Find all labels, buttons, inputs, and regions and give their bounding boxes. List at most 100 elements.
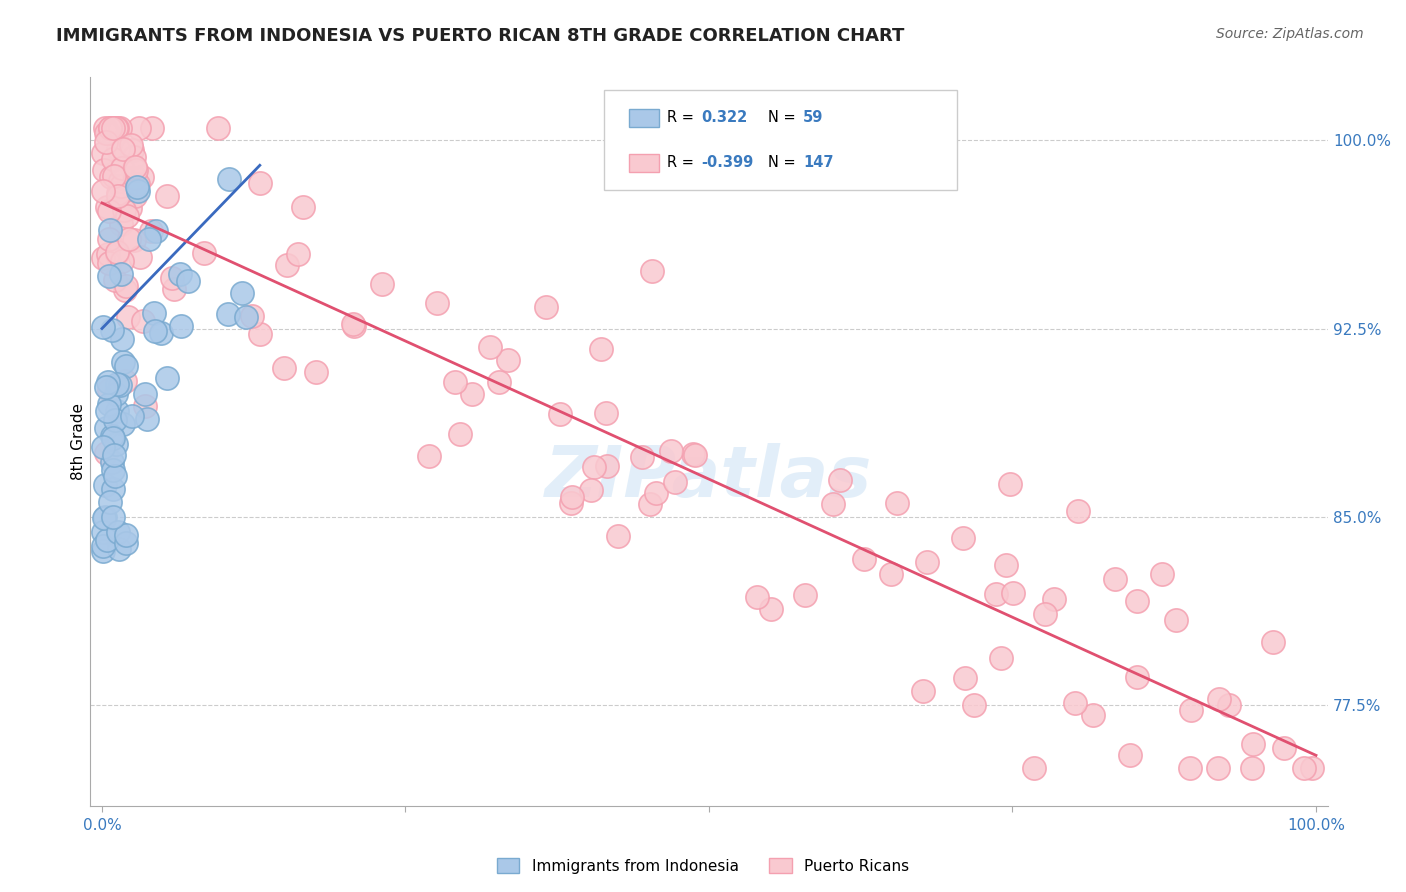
Point <box>98 223 121 237</box>
Point <box>550 407 572 421</box>
Point <box>1241 761 1264 775</box>
Point <box>638 497 661 511</box>
Point <box>830 474 852 488</box>
Point <box>105 120 128 135</box>
Text: N =: N = <box>769 111 800 126</box>
Point <box>141 120 163 135</box>
Point <box>104 413 127 427</box>
Point <box>117 310 139 325</box>
Point <box>127 177 149 191</box>
Point <box>104 273 127 287</box>
Point <box>461 387 484 401</box>
Point <box>291 200 314 214</box>
Point <box>217 307 239 321</box>
Point <box>1180 703 1202 717</box>
Point <box>595 406 617 420</box>
Point <box>129 250 152 264</box>
Point <box>94 380 117 394</box>
Point <box>287 247 309 261</box>
Point <box>100 120 122 135</box>
Text: 0.0%: 0.0% <box>83 818 121 833</box>
Point <box>607 529 630 543</box>
Point <box>97 383 120 397</box>
Legend: Immigrants from Indonesia, Puerto Ricans: Immigrants from Indonesia, Puerto Ricans <box>491 852 915 880</box>
Point <box>112 202 135 217</box>
Point <box>110 179 132 194</box>
Point <box>96 533 118 547</box>
Point <box>249 176 271 190</box>
Point <box>1301 761 1323 775</box>
Point <box>118 232 141 246</box>
Point <box>496 353 519 368</box>
Point <box>150 326 173 340</box>
Point <box>1126 670 1149 684</box>
Point <box>156 189 179 203</box>
Point <box>103 483 125 497</box>
Point <box>118 201 141 215</box>
Point <box>94 445 117 459</box>
Point <box>103 448 125 462</box>
Point <box>1033 607 1056 621</box>
Point <box>110 254 132 268</box>
Point <box>745 591 768 605</box>
Point <box>94 478 117 492</box>
Point <box>108 542 131 557</box>
Point <box>880 567 903 582</box>
Point <box>128 120 150 135</box>
Point <box>449 427 471 442</box>
Point <box>207 120 229 135</box>
Point <box>101 462 124 476</box>
Bar <box>628 154 659 172</box>
Point <box>426 296 449 310</box>
Point <box>125 179 148 194</box>
Point <box>305 365 328 379</box>
Point <box>240 309 263 323</box>
Point <box>488 375 510 389</box>
FancyBboxPatch shape <box>603 90 956 190</box>
Point <box>101 431 124 445</box>
Point <box>103 169 125 183</box>
Point <box>1119 748 1142 763</box>
Point <box>1292 761 1315 775</box>
Point <box>645 485 668 500</box>
Point <box>97 232 120 246</box>
Point <box>91 539 114 553</box>
Point <box>342 317 364 331</box>
Point <box>169 267 191 281</box>
Point <box>990 651 1012 665</box>
Text: 100.0%: 100.0% <box>1286 818 1346 833</box>
Point <box>444 375 467 389</box>
Point <box>596 458 619 473</box>
Point <box>1261 635 1284 649</box>
Point <box>98 120 121 135</box>
Point <box>193 246 215 260</box>
Point <box>105 404 128 418</box>
Point <box>1241 737 1264 751</box>
Point <box>115 359 138 373</box>
Point <box>96 200 118 214</box>
Point <box>1043 592 1066 607</box>
Point <box>91 543 114 558</box>
Point <box>93 510 115 524</box>
Text: 147: 147 <box>803 155 834 170</box>
Point <box>94 135 117 149</box>
Point <box>1126 594 1149 608</box>
Point <box>235 310 257 325</box>
Point <box>124 163 146 178</box>
Point <box>127 184 149 198</box>
Point <box>97 256 120 270</box>
Point <box>1104 572 1126 586</box>
Point <box>886 496 908 510</box>
Text: ZIPatlas: ZIPatlas <box>546 443 873 512</box>
Point <box>93 510 115 524</box>
Point <box>664 475 686 490</box>
Point <box>121 143 143 157</box>
Point <box>631 450 654 464</box>
Point <box>100 495 122 509</box>
Point <box>105 244 128 259</box>
Point <box>110 217 132 231</box>
Point <box>582 460 605 475</box>
Point <box>1208 692 1230 706</box>
Point <box>101 510 124 524</box>
Point <box>273 361 295 376</box>
